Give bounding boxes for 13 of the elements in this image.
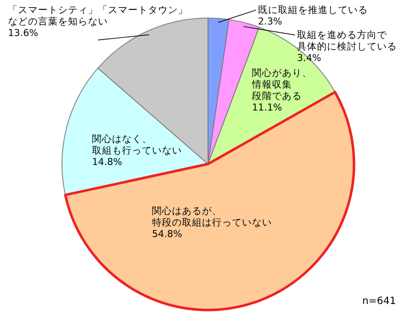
slice-label: 「スマートシティ」「スマートタウン」などの言葉を知らない [8,4,188,28]
data-label: 3.4% [297,53,322,64]
slice-label: 取組を進める方向で具体的に検討している [297,29,397,52]
data-label: 11.1% [252,102,282,114]
data-label: 54.8% [152,229,182,240]
text: n=641 [362,296,396,307]
slice-label: 既に取組を推進している [258,4,368,16]
data-label: 13.6% [8,28,38,39]
data-label: 2.3% [258,16,282,28]
slice-label: 関心はあるが、特段の取組は行っていない [152,205,272,228]
data-label: 14.8% [92,157,122,168]
slice-label: 関心があり、情報収集段階である [251,67,312,102]
slice-label: 関心はなく、取組も行っていない [92,133,182,156]
